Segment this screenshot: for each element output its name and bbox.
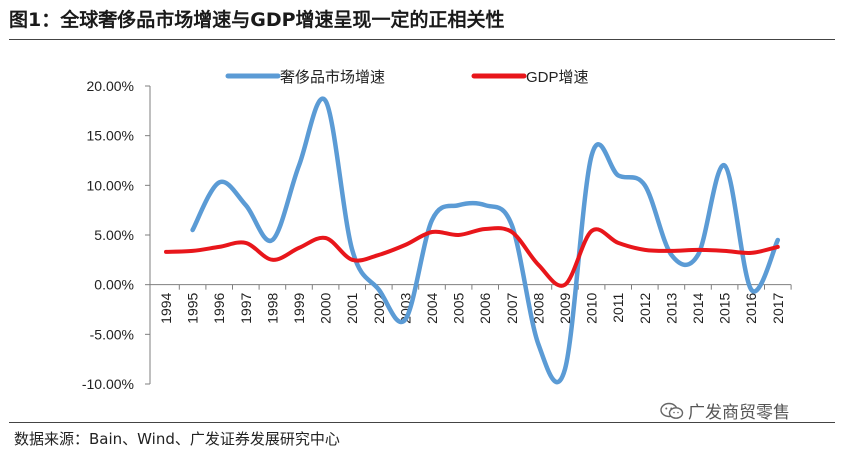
y-tick-label: 10.00% [87,177,134,193]
data-point [670,253,673,256]
x-tick-label: 2011 [610,292,626,322]
x-tick-label: 2015 [717,292,733,323]
data-point [404,243,407,246]
data-point [750,288,753,291]
data-point [351,248,354,251]
data-point [377,288,380,291]
data-point [457,234,460,237]
data-point [776,238,779,241]
data-point [564,283,567,286]
data-point [298,164,301,167]
y-tick-label: 20.00% [87,78,134,94]
x-tick-label: 1996 [211,292,227,323]
data-point [165,250,168,253]
data-point [723,249,726,252]
data-point [324,99,327,102]
x-tick-label: 2000 [318,292,334,323]
series-line-2 [164,226,780,288]
y-axis: 20.00% 15.00% 10.00% 5.00% 0.00% -5.00% -10.00… [82,78,151,392]
data-point [617,174,620,177]
data-point [271,238,274,241]
data-point [643,184,646,187]
data-point [670,249,673,252]
x-tick-label: 1999 [291,292,307,323]
x-tick-label: 2006 [477,292,493,323]
x-tick-label: 2017 [770,292,786,323]
x-tick-label: 2014 [690,292,706,323]
x-axis: 1994 1995 1996 1997 1998 1999 2000 2001 2002 2003… [150,284,792,324]
data-point [298,246,301,249]
page-title: 图1：全球奢侈品市场增速与GDP增速呈现一定的正相关性 [9,9,505,31]
data-point [776,245,779,248]
x-tick-label: 2004 [424,292,440,323]
data-point [564,368,567,371]
legend-label: GDP增速 [526,69,589,86]
data-point [590,154,593,157]
data-point [457,204,460,207]
x-tick-label: 2012 [637,292,653,323]
data-point [590,230,593,233]
series-layer [164,96,781,385]
data-point [510,224,513,227]
data-point [404,318,407,321]
data-point [191,229,194,232]
data-point [377,253,380,256]
x-tick-label: 2007 [504,292,520,323]
watermark-text: 广发商贸零售 [688,403,790,423]
data-point [484,228,487,231]
y-tick-label: 0.00% [94,277,134,293]
x-tick-label: 1997 [238,292,254,323]
y-tick-label: 15.00% [87,128,134,144]
data-point [244,204,247,207]
series-line-1 [190,96,781,385]
x-tick-label: 1995 [185,292,201,323]
data-point [537,343,540,346]
wechat-icon [660,402,684,419]
data-point [244,241,247,244]
data-source-note: 数据来源：Bain、Wind、广发证券发展研究中心 [14,430,340,448]
x-tick-label: 2013 [663,292,679,323]
data-point [324,236,327,239]
y-tick-label: 5.00% [94,227,134,243]
x-tick-label: 2001 [344,292,360,323]
legend: 奢侈品市场增速 GDP增速 [225,69,589,86]
y-tick-label: -10.00% [82,376,134,392]
data-point [431,231,434,234]
x-tick-label: 2009 [557,292,573,323]
x-tick-label: 2016 [743,292,759,323]
data-point [697,253,700,256]
x-tick-label: 1994 [158,292,174,323]
data-point [431,219,434,222]
data-point [510,231,513,234]
data-point [617,241,620,244]
data-point [697,248,700,251]
y-tick-label: -5.00% [90,326,134,342]
x-tick-label: 1998 [264,292,280,323]
footer-divider [9,422,835,423]
data-point [218,181,221,184]
data-point [218,245,221,248]
watermark: 广发商贸零售 [660,398,790,423]
data-point [537,263,540,266]
legend-label: 奢侈品市场增速 [280,69,385,86]
data-point [750,251,753,254]
data-point [351,258,354,261]
x-tick-label: 2010 [584,292,600,323]
data-point [723,164,726,167]
data-point [643,248,646,251]
data-point [191,249,194,252]
data-point [484,204,487,207]
x-tick-label: 2005 [451,292,467,323]
x-tick-label: 2008 [530,292,546,323]
title-divider [9,39,835,40]
data-point [271,258,274,261]
